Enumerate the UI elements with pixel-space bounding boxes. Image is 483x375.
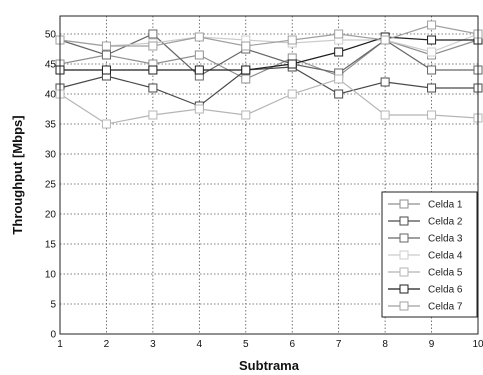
data-point bbox=[380, 35, 390, 45]
x-tick-label: 8 bbox=[382, 339, 388, 350]
data-point bbox=[287, 35, 297, 45]
data-point bbox=[334, 89, 344, 99]
data-point bbox=[148, 41, 158, 51]
series-line bbox=[60, 36, 478, 71]
data-point bbox=[334, 47, 344, 57]
data-point bbox=[427, 47, 437, 57]
x-tick-label: 6 bbox=[289, 339, 295, 350]
data-point bbox=[427, 110, 437, 120]
y-axis-ticks: 0 5 10 15 20 25 30 35 40 45 50 bbox=[45, 30, 57, 341]
data-point bbox=[427, 20, 437, 30]
data-point bbox=[101, 41, 111, 51]
legend-label: Celda 5 bbox=[428, 268, 463, 279]
y-tick-label: 40 bbox=[45, 90, 57, 101]
x-axis-ticks: 1 2 3 4 5 6 7 8 9 10 bbox=[57, 339, 483, 350]
data-point bbox=[194, 32, 204, 42]
data-point bbox=[101, 119, 111, 129]
series-7 bbox=[55, 20, 483, 51]
data-point bbox=[194, 50, 204, 60]
data-point bbox=[427, 83, 437, 93]
series-line bbox=[59, 78, 479, 125]
x-tick-label: 7 bbox=[336, 339, 342, 350]
legend-marker-swatch bbox=[399, 250, 409, 260]
data-point bbox=[287, 89, 297, 99]
legend-item: Celda 5 bbox=[388, 267, 463, 279]
series-5 bbox=[55, 74, 483, 129]
series-layer bbox=[55, 20, 483, 129]
legend-item: Celda 3 bbox=[388, 233, 463, 245]
legend-label: Celda 4 bbox=[428, 251, 463, 262]
data-point bbox=[194, 65, 204, 75]
y-tick-label: 35 bbox=[45, 120, 57, 131]
legend-marker-swatch bbox=[399, 199, 409, 209]
series-line bbox=[59, 33, 479, 53]
legend-marker-swatch bbox=[399, 284, 409, 294]
legend-label: Celda 1 bbox=[428, 200, 463, 211]
y-tick-label: 15 bbox=[45, 240, 57, 251]
data-point bbox=[148, 110, 158, 120]
legend-label: Celda 7 bbox=[428, 302, 463, 313]
y-tick-label: 25 bbox=[45, 180, 57, 191]
y-tick-label: 45 bbox=[45, 60, 57, 71]
data-point bbox=[148, 83, 158, 93]
data-point bbox=[334, 29, 344, 39]
y-tick-label: 10 bbox=[45, 270, 57, 281]
series-3 bbox=[55, 29, 483, 81]
y-axis-label: Throughput [Mbps] bbox=[10, 115, 25, 234]
series-line bbox=[59, 24, 479, 47]
legend-marker-swatch bbox=[399, 267, 409, 277]
legend-label: Celda 2 bbox=[428, 217, 463, 228]
data-point bbox=[380, 110, 390, 120]
y-tick-label: 50 bbox=[45, 30, 57, 41]
data-point bbox=[148, 29, 158, 39]
x-tick-label: 10 bbox=[472, 339, 483, 350]
legend-label: Celda 3 bbox=[428, 234, 463, 245]
data-point bbox=[241, 74, 251, 84]
data-point bbox=[194, 104, 204, 114]
data-point bbox=[427, 65, 437, 75]
x-axis-label: Subtrama bbox=[239, 358, 300, 373]
y-tick-label: 30 bbox=[45, 150, 57, 161]
data-point bbox=[241, 110, 251, 120]
legend-marker-swatch bbox=[399, 233, 409, 243]
legend-label: Celda 6 bbox=[428, 285, 463, 296]
x-tick-label: 1 bbox=[57, 339, 63, 350]
legend-item: Celda 1 bbox=[388, 199, 463, 211]
data-point bbox=[427, 35, 437, 45]
y-tick-label: 20 bbox=[45, 210, 57, 221]
x-tick-label: 9 bbox=[429, 339, 435, 350]
x-tick-label: 2 bbox=[104, 339, 110, 350]
data-point bbox=[241, 65, 251, 75]
y-tick-label: 5 bbox=[50, 300, 56, 311]
legend-item: Celda 4 bbox=[388, 250, 463, 262]
data-point bbox=[148, 65, 158, 75]
legend-item: Celda 7 bbox=[388, 301, 463, 313]
series-line bbox=[59, 66, 478, 107]
legend-item: Celda 2 bbox=[388, 216, 463, 228]
data-point bbox=[380, 77, 390, 87]
legend-item: Celda 6 bbox=[388, 284, 463, 296]
x-tick-label: 4 bbox=[197, 339, 203, 350]
x-tick-label: 3 bbox=[150, 339, 156, 350]
data-point bbox=[241, 41, 251, 51]
legend: Celda 1 Celda 2 Celda 3 Celda 4 Celda 5 Celda… bbox=[381, 191, 478, 318]
data-point bbox=[334, 74, 344, 84]
legend-marker-swatch bbox=[399, 301, 409, 311]
data-point bbox=[101, 65, 111, 75]
x-tick-label: 5 bbox=[243, 339, 249, 350]
data-point bbox=[287, 59, 297, 69]
plot-frame bbox=[59, 15, 479, 335]
legend-marker-swatch bbox=[399, 216, 409, 226]
data-point bbox=[101, 50, 111, 60]
y-tick-label: 0 bbox=[50, 330, 56, 341]
